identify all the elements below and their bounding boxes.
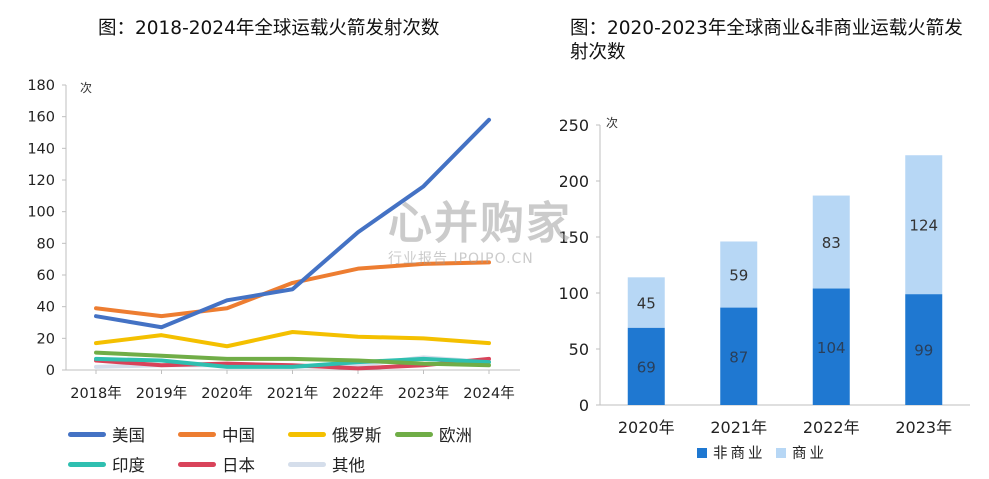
legend-item-india: 印度 xyxy=(68,452,145,476)
bar-data-label: 99 xyxy=(914,342,933,360)
y-tick-label: 120 xyxy=(27,173,55,189)
x-tick-label: 2022年 xyxy=(332,385,383,402)
bar-data-label: 104 xyxy=(817,339,846,357)
series-line-0 xyxy=(94,117,491,330)
legend-item-russia: 俄罗斯 xyxy=(288,422,382,446)
y-tick-label: 80 xyxy=(37,236,55,252)
bar-segment-1 xyxy=(812,195,850,289)
bar-segment-0 xyxy=(905,294,943,405)
bar-data-label: 45 xyxy=(637,295,656,313)
legend-label-noncommercial: 非商业 xyxy=(713,446,766,462)
x-tick-label: 2022年 xyxy=(803,418,860,437)
bar-segment-0 xyxy=(627,327,665,405)
legend-item-china: 中国 xyxy=(178,422,255,446)
y-tick-label: 250 xyxy=(560,116,589,135)
legend-item-us: 美国 xyxy=(68,422,145,446)
bar-data-label: 83 xyxy=(822,234,841,252)
legend-label-india: 印度 xyxy=(112,456,145,475)
y-tick-label: 100 xyxy=(560,284,589,303)
y-tick-label: 40 xyxy=(37,300,55,316)
legend-label-china: 中国 xyxy=(222,426,255,445)
bar-chart: 0 50 100 150 200 250 次 2020年 69 45 2021年 87 59 2022年 1… xyxy=(560,116,970,437)
legend-item-commercial: 商业 xyxy=(776,442,827,463)
legend-swatch-europe xyxy=(395,431,433,437)
legend-swatch-other xyxy=(288,461,326,467)
y-tick-label: 200 xyxy=(560,172,589,191)
legend-label-us: 美国 xyxy=(112,426,145,445)
legend-item-europe: 欧洲 xyxy=(395,422,472,446)
bar-segment-0 xyxy=(720,307,758,405)
legend-swatch-china xyxy=(178,431,216,437)
legend-label-russia: 俄罗斯 xyxy=(332,426,382,445)
legend-swatch-commercial xyxy=(776,447,786,458)
line-chart: 0 20 40 60 80 100 120 140 160 180 次 2018年 2019年 2020年… xyxy=(27,78,520,402)
bar-segment-1 xyxy=(905,155,943,295)
x-tick-label: 2023年 xyxy=(895,418,952,437)
bar-chart-panel: 图：2020-2023年全球商业&非商业运载火箭发射次数 0 50 100 150 20… xyxy=(560,0,989,479)
x-tick-label: 2020年 xyxy=(618,418,675,437)
y-tick-label: 60 xyxy=(37,268,55,284)
x-tick-label: 2021年 xyxy=(267,385,318,402)
bar-segment-1 xyxy=(627,277,665,328)
y-tick-label: 50 xyxy=(569,340,589,359)
legend-swatch-japan xyxy=(178,461,216,467)
legend-label-japan: 日本 xyxy=(222,456,255,475)
legend-label-europe: 欧洲 xyxy=(439,426,472,445)
y-axis-label: 次 xyxy=(80,81,92,95)
bar-data-label: 87 xyxy=(729,348,748,366)
series-line-2 xyxy=(94,330,491,349)
y-tick-label: 20 xyxy=(37,331,55,347)
y-tick-label: 150 xyxy=(560,228,589,247)
legend-swatch-us xyxy=(68,431,106,437)
legend-item-other: 其他 xyxy=(288,452,365,476)
y-tick-label: 140 xyxy=(27,141,55,157)
legend-swatch-noncommercial xyxy=(697,447,707,458)
x-tick-label: 2018年 xyxy=(70,385,121,402)
y-tick-label: 100 xyxy=(27,205,55,221)
line-chart-title: 图：2018-2024年全球运载火箭发射次数 xyxy=(98,18,440,39)
y-tick-label: 160 xyxy=(27,110,55,126)
y-tick-label: 180 xyxy=(27,78,55,94)
bar-data-label: 69 xyxy=(637,358,656,376)
legend-label-commercial: 商业 xyxy=(792,446,827,462)
bar-segment-0 xyxy=(812,288,850,405)
bar-chart-title: 图：2020-2023年全球商业&非商业运载火箭发射次数 xyxy=(570,18,963,63)
legend-item-japan: 日本 xyxy=(178,452,255,476)
legend-swatch-russia xyxy=(288,431,326,437)
y-axis-label: 次 xyxy=(606,116,618,130)
x-tick-label: 2021年 xyxy=(710,418,767,437)
x-tick-label: 2019年 xyxy=(136,385,187,402)
legend-item-noncommercial: 非商业 xyxy=(697,442,766,463)
line-chart-panel: 图：2018-2024年全球运载火箭发射次数 0 20 40 60 80 100 120 14… xyxy=(27,18,520,476)
bar-segment-1 xyxy=(720,241,758,308)
legend-swatch-india xyxy=(68,461,106,467)
y-tick-label: 0 xyxy=(46,363,55,379)
y-tick-label: 0 xyxy=(579,396,589,415)
x-tick-label: 2024年 xyxy=(463,385,514,402)
legend-label-other: 其他 xyxy=(332,456,365,475)
bar-data-label: 124 xyxy=(909,217,938,235)
x-tick-label: 2023年 xyxy=(398,385,449,402)
x-tick-label: 2020年 xyxy=(201,385,252,402)
bar-data-label: 59 xyxy=(729,267,748,285)
